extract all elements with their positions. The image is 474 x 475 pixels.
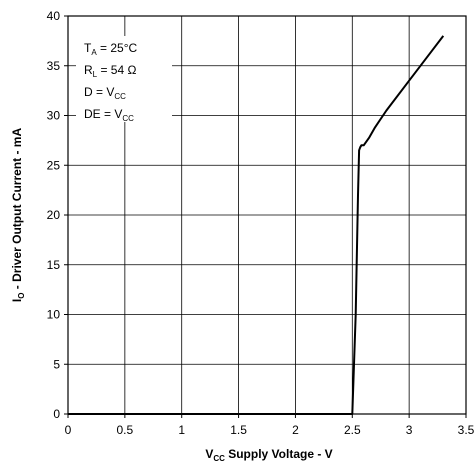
annotation-block: TA = 25°C RL = 54 Ω D = VCC DE = VCC <box>84 41 138 123</box>
tick-labels: 0 0.5 1 1.5 2 2.5 3 3.5 0 5 10 15 20 25 30 35 40 <box>47 9 474 437</box>
series-line <box>68 35 445 415</box>
x-tick-label: 0.5 <box>117 423 134 437</box>
annotation-load-resistance: RL = 54 Ω <box>84 63 136 79</box>
grid <box>64 15 467 418</box>
x-axis-title: VCC Supply Voltage - V <box>205 447 332 463</box>
annotation-d: D = VCC <box>84 85 126 101</box>
y-tick-label: 10 <box>47 308 61 322</box>
annotation-temperature: TA = 25°C <box>84 41 138 57</box>
x-tick-label: 1.5 <box>230 423 247 437</box>
x-tick-label: 3.5 <box>458 423 474 437</box>
series-layer <box>68 35 445 415</box>
y-tick-label: 35 <box>47 59 61 73</box>
y-tick-label: 40 <box>47 9 61 23</box>
x-tick-label: 3 <box>406 423 413 437</box>
x-tick-label: 2.5 <box>344 423 361 437</box>
y-tick-label: 5 <box>53 357 60 371</box>
annotation-background <box>76 36 172 122</box>
x-tick-label: 1 <box>178 423 185 437</box>
y-tick-label: 15 <box>47 258 61 272</box>
y-tick-label: 20 <box>47 208 61 222</box>
y-tick-label: 0 <box>53 407 60 421</box>
x-tick-label: 2 <box>292 423 299 437</box>
plot-frame <box>67 15 467 415</box>
annotation-de: DE = VCC <box>84 107 134 123</box>
y-tick-label: 30 <box>47 109 61 123</box>
y-tick-label: 25 <box>47 158 61 172</box>
x-tick-label: 0 <box>65 423 72 437</box>
y-axis-title: IO - Driver Output Current - mA <box>10 128 26 303</box>
